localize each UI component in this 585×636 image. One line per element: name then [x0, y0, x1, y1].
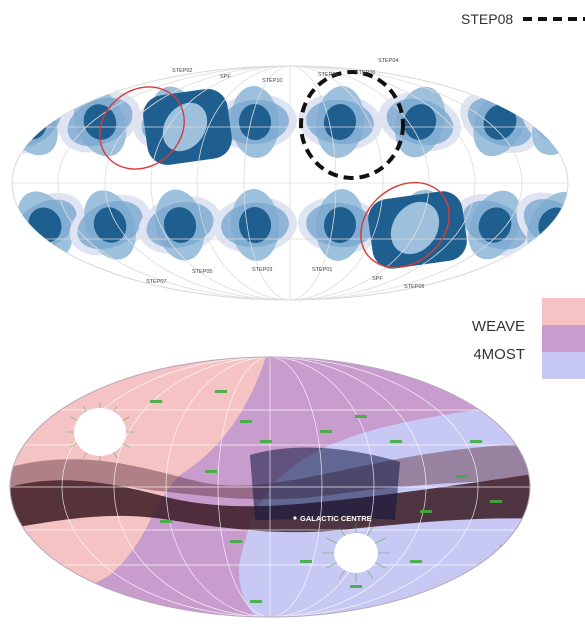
survey-legend: WEAVE 4MOST	[472, 298, 585, 379]
spf-red-circle-south	[360, 181, 450, 269]
field-label: STEP07	[146, 279, 166, 285]
field-marker	[230, 540, 242, 543]
field-marker	[350, 585, 362, 588]
step-field	[378, 86, 462, 158]
field-marker	[160, 520, 172, 523]
field-marker	[455, 475, 467, 478]
dust-band-haze	[10, 440, 530, 500]
legend-swatch-lavender	[542, 352, 585, 379]
field-label: STEP10	[262, 78, 282, 84]
field-label: STEP06	[355, 70, 375, 76]
field-label: STEP03	[252, 267, 272, 273]
field-label: STEP02	[172, 68, 192, 74]
south-cap	[334, 533, 378, 573]
field-marker	[355, 415, 367, 418]
field-marker	[150, 400, 162, 403]
field-label: STEP09	[404, 284, 424, 290]
field-marker	[205, 470, 217, 473]
step-field	[298, 86, 382, 158]
field-marker	[450, 585, 462, 588]
field-marker	[300, 560, 312, 563]
field-marker	[390, 440, 402, 443]
north-cap	[74, 408, 126, 456]
field-marker	[215, 390, 227, 393]
galactic-centre-marker	[293, 516, 297, 520]
field-label: SPF	[372, 276, 383, 282]
field-label: STEP08	[318, 72, 338, 78]
field-marker	[260, 440, 272, 443]
dust-band-core	[10, 470, 530, 533]
galactic-centre-label: GALACTIC CENTRE	[300, 514, 372, 523]
field-label: STEP05	[192, 269, 212, 275]
step-field	[69, 190, 151, 260]
legend-swatch-purple	[542, 325, 585, 352]
bulge-dark	[250, 447, 400, 520]
step08-highlight-circle	[299, 70, 405, 180]
field-marker	[420, 510, 432, 513]
field-marker	[320, 430, 332, 433]
field-marker	[250, 600, 262, 603]
weave-only-region	[10, 357, 268, 600]
field-marker	[240, 420, 252, 423]
spf-red-circle-north	[99, 86, 185, 170]
step08-legend-label: STEP08	[461, 11, 513, 27]
legend-swatch-pink	[542, 298, 585, 325]
step-field	[59, 87, 141, 157]
field-label: STEP01	[312, 267, 332, 273]
field-label: STEP04	[378, 58, 398, 64]
field-marker	[490, 500, 502, 503]
step08-legend: STEP08	[461, 11, 585, 27]
field-label: SPF	[220, 74, 231, 80]
step-fields-map: STEP02 SPF STEP10 STEP08 STEP06 STEP04 S…	[11, 58, 569, 301]
step-field	[213, 86, 297, 158]
legend-label-4most: 4MOST	[473, 346, 525, 363]
map-ellipse-outline	[9, 356, 531, 618]
field-marker	[410, 560, 422, 563]
legend-label-weave: WEAVE	[472, 318, 525, 335]
milky-way-dust-band	[10, 440, 530, 533]
step-field	[455, 190, 535, 260]
field-marker	[470, 440, 482, 443]
step-field	[138, 189, 222, 261]
survey-coverage-map: GALACTIC CENTRE	[9, 356, 531, 618]
